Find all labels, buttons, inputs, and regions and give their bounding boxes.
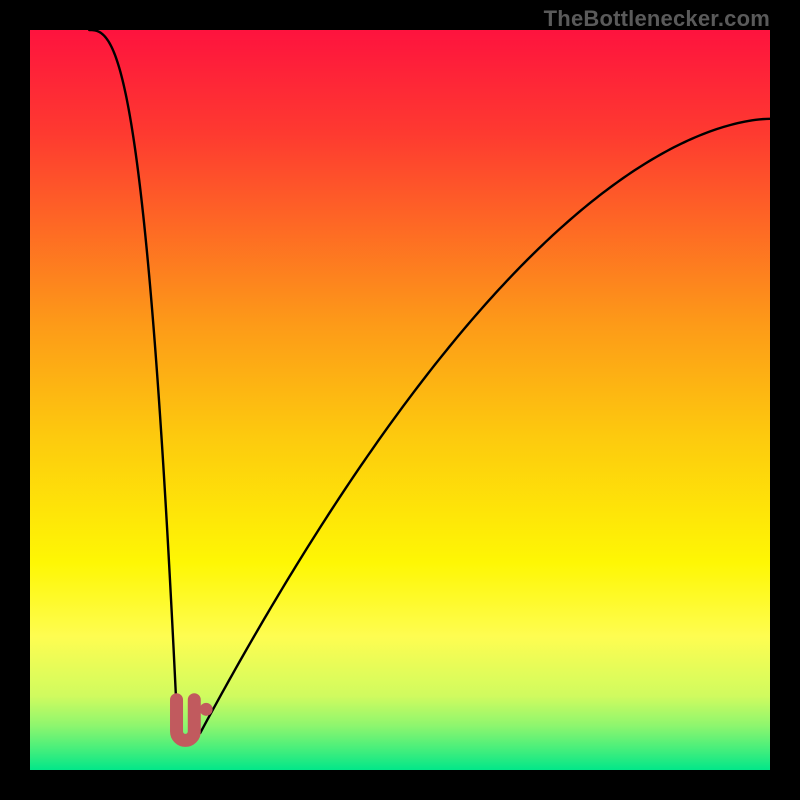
chart-frame: TheBottlenecker.com [0,0,800,800]
border-bottom [0,770,800,800]
watermark-text: TheBottlenecker.com [544,6,770,32]
border-left [0,0,30,800]
plot-background [30,30,770,770]
u-marker-dot [200,703,213,716]
border-right [770,0,800,800]
chart-svg [0,0,800,800]
